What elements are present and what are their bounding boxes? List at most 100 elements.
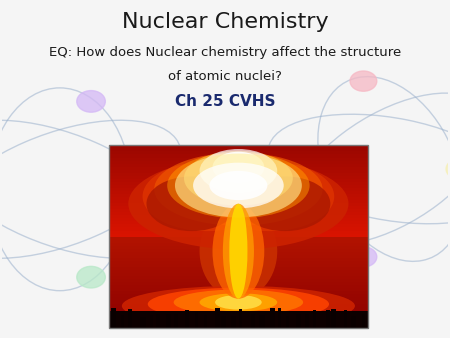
Bar [109,161,368,164]
Bar [109,322,368,325]
Ellipse shape [199,204,277,299]
Bar [109,246,368,249]
Bar [109,148,368,151]
Bar [109,167,368,170]
Text: of atomic nuclei?: of atomic nuclei? [168,70,282,82]
Bar [174,314,178,328]
Bar [109,221,368,224]
Circle shape [77,266,105,288]
Ellipse shape [199,293,277,311]
Bar [109,282,368,285]
Bar [109,304,368,307]
Circle shape [350,71,377,91]
Bar [109,267,368,270]
Bar [109,276,368,279]
Ellipse shape [184,151,293,206]
Circle shape [350,247,377,267]
Bar [204,315,207,328]
Ellipse shape [148,288,329,320]
Ellipse shape [167,153,310,218]
Bar [109,294,368,297]
Ellipse shape [122,286,355,326]
Bar [296,314,301,328]
Ellipse shape [154,153,323,226]
Circle shape [446,159,450,179]
Bar [109,173,368,176]
Bar [109,273,368,276]
Bar [194,312,198,328]
Bar [109,224,368,227]
Bar [109,164,368,167]
Bar [109,261,368,264]
Bar [109,288,368,291]
Bar [109,145,368,328]
Ellipse shape [209,171,267,200]
Bar [109,179,368,182]
Bar [140,317,145,328]
Bar [251,314,255,328]
Bar [109,252,368,255]
Ellipse shape [143,162,272,231]
Ellipse shape [212,152,264,183]
Ellipse shape [175,153,302,217]
Bar [221,316,226,328]
Bar [109,182,368,185]
Bar [109,145,368,148]
Ellipse shape [128,158,348,249]
Ellipse shape [174,290,303,315]
Bar [305,314,309,328]
Bar [109,258,368,261]
Bar [109,297,368,300]
Bar [343,310,347,328]
Bar [109,176,368,179]
Bar [109,270,368,273]
Bar [326,310,330,328]
Bar [109,234,368,237]
Bar [313,310,316,328]
Bar [109,170,368,173]
Bar [109,154,368,158]
Bar [361,314,365,328]
Bar [109,194,368,197]
Ellipse shape [205,162,334,231]
Bar [109,200,368,203]
Ellipse shape [146,176,237,231]
Bar [270,308,275,328]
Bar [109,145,368,328]
Bar [109,325,368,328]
Bar [121,315,125,328]
Ellipse shape [199,149,277,193]
Bar [109,188,368,191]
Bar [215,308,220,328]
Bar [109,311,368,328]
Bar [109,240,368,243]
Bar [109,209,368,212]
Bar [109,243,368,246]
Bar [109,279,368,282]
Bar [259,315,265,328]
Bar [150,315,153,328]
Bar [278,309,282,328]
Bar [128,309,132,328]
Bar [109,158,368,161]
Ellipse shape [240,176,330,231]
Text: Nuclear Chemistry: Nuclear Chemistry [122,12,328,32]
Bar [109,237,368,240]
Bar [109,310,368,313]
Bar [109,264,368,267]
Bar [109,313,368,316]
Bar [109,191,368,194]
Bar [185,310,189,328]
Circle shape [77,91,105,112]
Ellipse shape [193,163,284,208]
Bar [231,316,235,328]
Ellipse shape [230,204,248,299]
Bar [109,285,368,288]
Bar [351,316,356,328]
Text: EQ: How does Nuclear chemistry affect the structure: EQ: How does Nuclear chemistry affect th… [49,46,401,59]
Ellipse shape [212,204,264,299]
Ellipse shape [223,204,254,299]
Bar [109,185,368,188]
Bar [109,307,368,310]
Bar [109,231,368,234]
